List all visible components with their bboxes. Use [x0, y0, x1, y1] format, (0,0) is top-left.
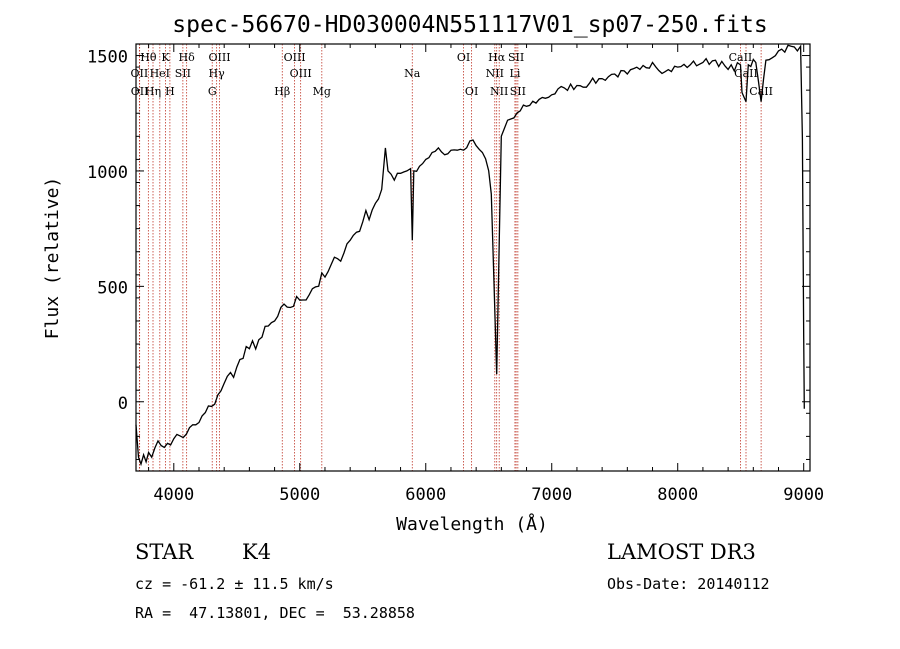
y-axis-label: Flux (relative): [42, 177, 63, 340]
y-tick-label: 500: [97, 278, 128, 298]
y-axis: 0 500 1000 1500: [87, 48, 810, 460]
marker-label: OI: [465, 85, 478, 98]
marker-label: Hα: [488, 51, 506, 64]
survey-name: LAMOST DR3: [607, 540, 756, 564]
plot-frame: [135, 43, 811, 472]
marker-label: Hθ: [140, 51, 157, 64]
x-tick-label: 9000: [783, 485, 824, 505]
marker-label: OIII: [284, 51, 306, 64]
x-tick-label: 7000: [531, 485, 572, 505]
x-tick-label: 6000: [405, 485, 446, 505]
marker-label: NII: [490, 85, 508, 98]
marker-label: CaII: [749, 85, 773, 98]
x-tick-label: 5000: [279, 485, 320, 505]
marker-label: OII: [131, 85, 149, 98]
subclass: K4: [242, 540, 272, 564]
marker-label: H: [165, 85, 175, 98]
marker-label: Na: [404, 67, 421, 80]
x-tick-label: 8000: [657, 485, 698, 505]
marker-label: K: [161, 51, 170, 64]
marker-label: NII: [486, 67, 504, 80]
marker-label: OIII: [208, 51, 230, 64]
x-axis-label: Wavelength (Å): [396, 513, 548, 535]
velocity: cz = -61.2 ± 11.5 km/s: [135, 575, 334, 593]
marker-label: SII: [508, 51, 524, 64]
x-tick-label: 4000: [153, 485, 194, 505]
marker-label: Hη: [145, 85, 161, 98]
marker-label: Hγ: [209, 67, 226, 80]
y-tick-label: 0: [118, 394, 128, 414]
x-axis: 4000 5000 6000 7000 8000 9000: [148, 44, 824, 505]
obs-date: Obs-Date: 20140112: [607, 575, 770, 593]
marker-label: Hδ: [179, 51, 196, 64]
marker-label: Hβ: [274, 85, 290, 98]
coordinates: RA = 47.13801, DEC = 53.28858: [135, 604, 415, 622]
marker-label: G: [208, 85, 217, 98]
marker-label: OII: [131, 67, 149, 80]
marker-label: OIII: [290, 67, 312, 80]
spectrum-line: [135, 44, 805, 467]
y-tick-label: 1000: [87, 163, 128, 183]
object-class: STAR: [135, 540, 194, 564]
line-markers: [139, 44, 762, 471]
marker-label: CaII: [734, 67, 758, 80]
marker-label: CaII: [729, 51, 753, 64]
y-tick-label: 1500: [87, 48, 128, 68]
marker-label: HeI: [150, 67, 170, 80]
marker-label: OI: [457, 51, 470, 64]
marker-label: Li: [510, 67, 521, 80]
marker-label: SII: [510, 85, 526, 98]
marker-label: SII: [175, 67, 191, 80]
chart-title: spec-56670-HD030004N551117V01_sp07-250.f…: [172, 12, 767, 38]
marker-label: Mg: [313, 85, 331, 98]
